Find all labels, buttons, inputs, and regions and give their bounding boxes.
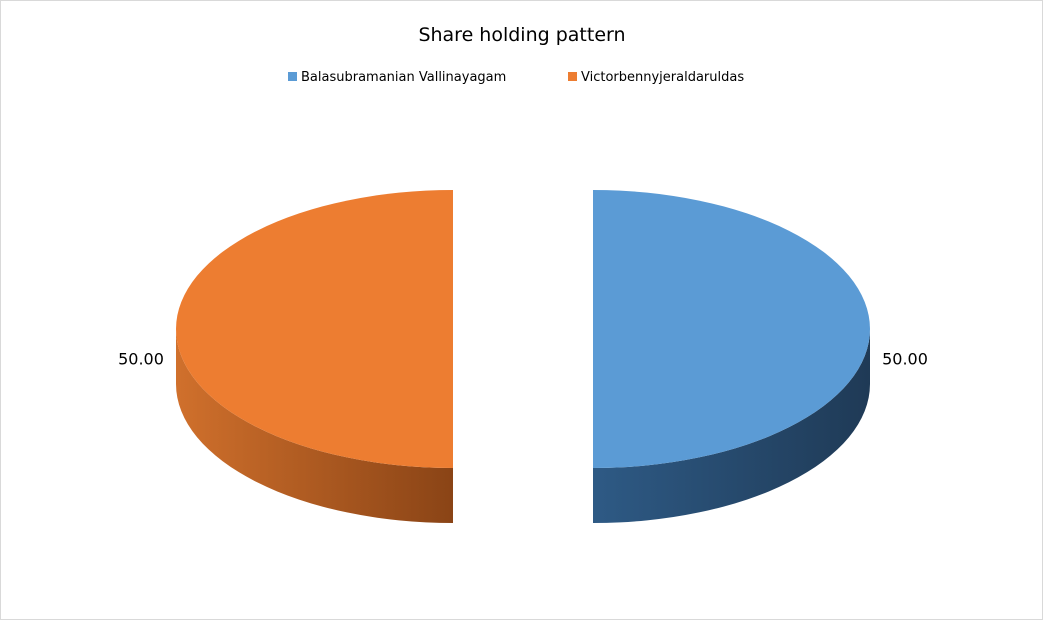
pie-slice-top bbox=[176, 190, 453, 468]
pie-slice-side bbox=[593, 329, 870, 523]
legend-swatch bbox=[288, 72, 297, 81]
legend-label: Balasubramanian Vallinayagam bbox=[301, 70, 506, 85]
data-label: 50.00 bbox=[882, 350, 928, 369]
legend-swatch bbox=[568, 72, 577, 81]
pie-slice-side bbox=[176, 329, 453, 523]
legend-label: Victorbennyjeraldaruldas bbox=[581, 70, 744, 85]
chart-title: Share holding pattern bbox=[418, 24, 625, 46]
pie-slice-top bbox=[593, 190, 870, 468]
legend: Balasubramanian Vallinayagam Victorbennyj… bbox=[288, 70, 744, 85]
data-label: 50.00 bbox=[118, 350, 164, 369]
pie-slice-1 bbox=[593, 190, 870, 523]
pie-slice-2 bbox=[176, 190, 453, 523]
